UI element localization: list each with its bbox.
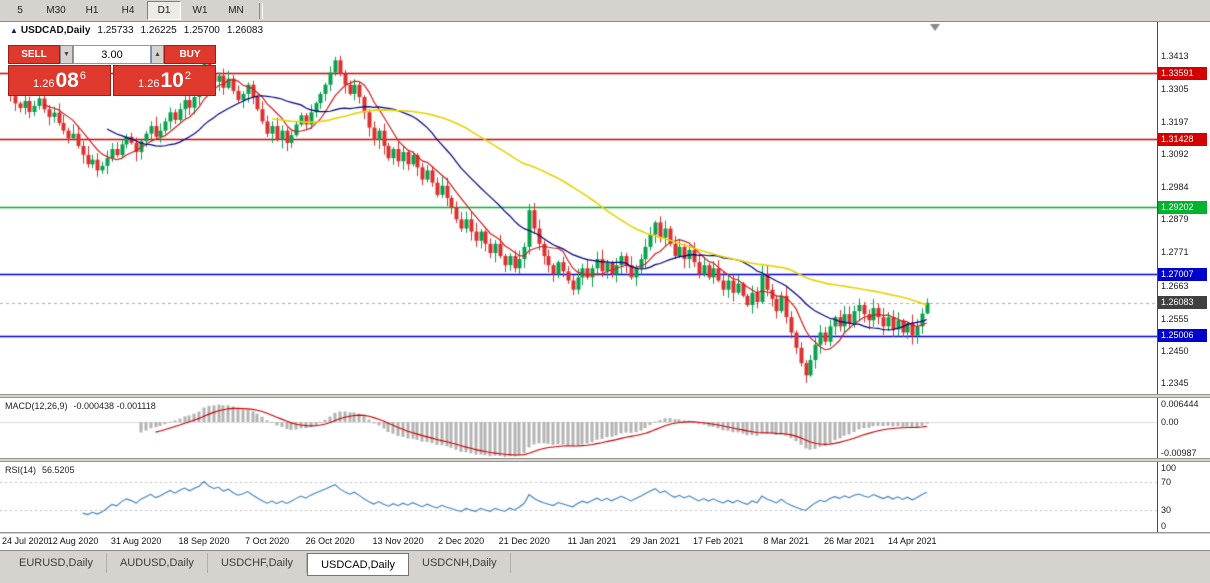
date-label: 12 Aug 2020 bbox=[47, 536, 99, 546]
date-label: 24 Jul 2020 bbox=[2, 536, 49, 546]
chart-area: ▲ USDCAD,Daily 1.25733 1.26225 1.25700 1.2608… bbox=[0, 22, 1210, 550]
level-price-label: 1.29202 bbox=[1158, 200, 1207, 214]
price-tick-label: 1.2771 bbox=[1161, 247, 1189, 258]
date-label: 31 Aug 2020 bbox=[110, 536, 162, 546]
rsi-axis-label: 70 bbox=[1161, 477, 1172, 488]
price-tick-label: 1.3413 bbox=[1161, 51, 1189, 62]
chart-tab-audusd[interactable]: AUDUSD,Daily bbox=[107, 553, 208, 573]
rsi-indicator-label: RSI(14) 56.5205 bbox=[5, 465, 75, 475]
price-tick-label: 1.2345 bbox=[1161, 377, 1189, 388]
date-label: 8 Mar 2021 bbox=[763, 536, 809, 546]
macd-axis-label: 0.00 bbox=[1161, 417, 1179, 427]
timeframe-button-mn[interactable]: MN bbox=[228, 5, 244, 16]
ohlc-close: 1.26083 bbox=[226, 25, 264, 36]
price-tick-label: 1.3305 bbox=[1161, 84, 1189, 95]
chart-tab-bar: EURUSD,Daily AUDUSD,Daily USDCHF,Daily USDC… bbox=[0, 550, 1210, 583]
chart-ohlc-header: ▲ USDCAD,Daily 1.25733 1.26225 1.25700 1.2608… bbox=[10, 25, 263, 36]
macd-panel-divider bbox=[0, 394, 1210, 398]
volume-decrease-icon[interactable]: ▼ bbox=[60, 45, 73, 64]
timeframe-button-h1[interactable]: H1 bbox=[85, 5, 99, 16]
timeframe-button-w1[interactable]: W1 bbox=[192, 5, 208, 16]
date-label: 26 Mar 2021 bbox=[823, 536, 875, 546]
buy-price-display[interactable]: 1.26 10 2 bbox=[113, 65, 216, 96]
price-tick-label: 1.2555 bbox=[1161, 313, 1189, 324]
price-tick-label: 1.3197 bbox=[1161, 117, 1189, 128]
macd-indicator-label: MACD(12,26,9) -0.000438 -0.001118 bbox=[5, 401, 156, 411]
rsi-axis-label: 0 bbox=[1161, 521, 1167, 531]
rsi-panel-divider bbox=[0, 458, 1210, 462]
level-price-label: 1.25006 bbox=[1158, 329, 1207, 343]
date-label: 17 Feb 2021 bbox=[692, 536, 744, 546]
toolbar-separator bbox=[259, 2, 263, 19]
chart-symbol: USDCAD,Daily bbox=[20, 25, 91, 36]
ohlc-open: 1.25733 bbox=[97, 25, 134, 36]
chart-tab-usdcnh[interactable]: USDCNH,Daily bbox=[409, 553, 511, 573]
price-tick-label: 1.2984 bbox=[1161, 182, 1189, 193]
timeframe-button-5[interactable]: 5 bbox=[17, 5, 23, 16]
macd-axis-label: 0.006444 bbox=[1161, 399, 1199, 409]
date-label: 29 Jan 2021 bbox=[630, 536, 680, 546]
timeframe-button-d1[interactable]: D1 bbox=[147, 1, 181, 20]
date-label: 18 Sep 2020 bbox=[178, 536, 230, 546]
sell-button[interactable]: SELL bbox=[8, 45, 60, 64]
chart-symbol-icon: ▲ bbox=[10, 26, 18, 35]
volume-increase-icon[interactable]: ▲ bbox=[151, 45, 164, 64]
date-label: 26 Oct 2020 bbox=[305, 536, 355, 546]
current-price-label: 1.26083 bbox=[1158, 296, 1207, 310]
date-label: 2 Dec 2020 bbox=[438, 536, 485, 546]
date-label: 7 Oct 2020 bbox=[245, 536, 290, 546]
chart-tab-usdcad[interactable]: USDCAD,Daily bbox=[307, 553, 410, 576]
price-tick-label: 1.2663 bbox=[1161, 280, 1189, 291]
date-label: 11 Jan 2021 bbox=[567, 536, 617, 546]
date-label: 21 Dec 2020 bbox=[498, 536, 550, 546]
level-price-label: 1.27007 bbox=[1158, 267, 1207, 281]
ohlc-high: 1.26225 bbox=[140, 25, 177, 36]
date-label: 14 Apr 2021 bbox=[888, 536, 937, 546]
date-axis-divider bbox=[0, 532, 1210, 534]
timeframe-button-m30[interactable]: M30 bbox=[46, 5, 66, 16]
price-tick-label: 1.3092 bbox=[1161, 149, 1189, 160]
price-chart-canvas[interactable] bbox=[0, 22, 1157, 534]
timeframe-button-h4[interactable]: H4 bbox=[121, 5, 135, 16]
level-price-label: 1.31428 bbox=[1158, 132, 1207, 146]
macd-axis-label: -0.00987 bbox=[1161, 448, 1197, 458]
price-tick-label: 1.2450 bbox=[1161, 345, 1189, 356]
ohlc-low: 1.25700 bbox=[183, 25, 220, 36]
rsi-axis-label: 30 bbox=[1161, 504, 1172, 515]
rsi-axis-label: 100 bbox=[1161, 463, 1177, 473]
chart-tab-usdchf[interactable]: USDCHF,Daily bbox=[208, 553, 308, 573]
sell-price-display[interactable]: 1.26 08 6 bbox=[8, 65, 111, 96]
date-label: 13 Nov 2020 bbox=[372, 536, 424, 546]
price-tick-label: 1.2879 bbox=[1161, 214, 1189, 225]
timeframe-toolbar: 5 M30 H1 H4 D1 W1 MN bbox=[0, 0, 1210, 22]
chart-tab-eurusd[interactable]: EURUSD,Daily bbox=[6, 553, 107, 573]
volume-input[interactable] bbox=[73, 45, 151, 64]
level-price-label: 1.33591 bbox=[1158, 66, 1207, 80]
buy-button[interactable]: BUY bbox=[164, 45, 216, 64]
